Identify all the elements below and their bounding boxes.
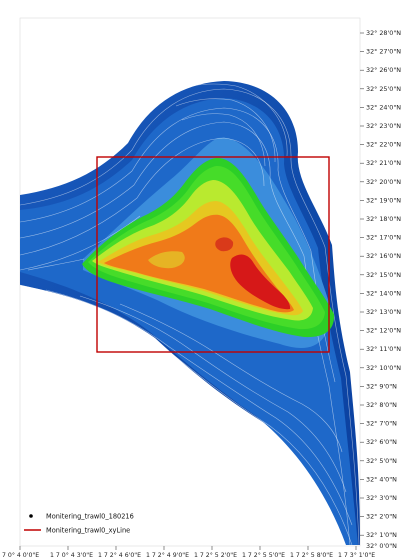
legend-point-symbol (29, 514, 33, 518)
latitude-label: 32° 15'0"N (366, 271, 401, 279)
latitude-label: 32° 3'0"N (366, 494, 397, 502)
latitude-label: 32° 27'0"N (366, 48, 401, 56)
latitude-label: 32° 13'0"N (366, 308, 401, 316)
longitude-axis: 7 0° 4 0'0"E 1 7 0° 4 3'0"E 1 7 2° 4 6'0… (2, 546, 375, 559)
latitude-label: 32° 5'0"N (366, 457, 397, 465)
latitude-label: 32° 1'0"N (366, 531, 397, 539)
longitude-label: 1 7 3° 1'0"E (338, 551, 375, 559)
legend-label-points: Monitering_trawl0_180216 (46, 513, 134, 521)
latitude-label: 32° 7'0"N (366, 420, 397, 428)
latitude-label: 32° 22'0"N (366, 141, 401, 149)
latitude-label: 32° 19'0"N (366, 196, 401, 204)
latitude-label: 32° 26'0"N (366, 66, 401, 74)
longitude-label: 1 7 2° 5 5'0"E (242, 551, 285, 559)
latitude-label: 32° 20'0"N (366, 178, 401, 186)
latitude-label: 32° 6'0"N (366, 438, 397, 446)
legend-label-line: Monitering_trawl0_xyLine (46, 527, 130, 535)
latitude-axis: 32° 28'0"N 32° 27'0"N 32° 26'0"N 32° 25'… (360, 29, 401, 550)
latitude-label: 32° 17'0"N (366, 234, 401, 242)
latitude-label: 32° 9'0"N (366, 382, 397, 390)
latitude-label: 32° 4'0"N (366, 475, 397, 483)
latitude-label: 32° 18'0"N (366, 215, 401, 223)
latitude-label: 32° 21'0"N (366, 159, 401, 167)
latitude-label: 32° 16'0"N (366, 252, 401, 260)
longitude-label: 1 7 2° 5 2'0"E (194, 551, 237, 559)
longitude-label: 7 0° 4 0'0"E (2, 551, 39, 559)
latitude-label: 32° 23'0"N (366, 122, 401, 130)
longitude-label: 1 7 2° 4 6'0"E (98, 551, 141, 559)
latitude-label: 32° 0'0"N (366, 542, 397, 550)
longitude-label: 1 7 2° 5 8'0"E (290, 551, 333, 559)
latitude-label: 32° 14'0"N (366, 289, 401, 297)
latitude-label: 32° 10'0"N (366, 364, 401, 372)
latitude-label: 32° 12'0"N (366, 327, 401, 335)
latitude-label: 32° 28'0"N (366, 29, 401, 37)
latitude-label: 32° 11'0"N (366, 345, 401, 353)
latitude-tick-marks (360, 33, 364, 535)
latitude-label: 32° 8'0"N (366, 401, 397, 409)
red-patch-upper (215, 237, 233, 251)
latitude-label: 32° 24'0"N (366, 103, 401, 111)
longitude-label: 1 7 0° 4 3'0"E (50, 551, 93, 559)
longitude-tick-marks (20, 546, 356, 550)
longitude-label: 1 7 2° 4 9'0"E (146, 551, 189, 559)
latitude-label: 32° 25'0"N (366, 85, 401, 93)
latitude-label: 32° 2'0"N (366, 513, 397, 521)
